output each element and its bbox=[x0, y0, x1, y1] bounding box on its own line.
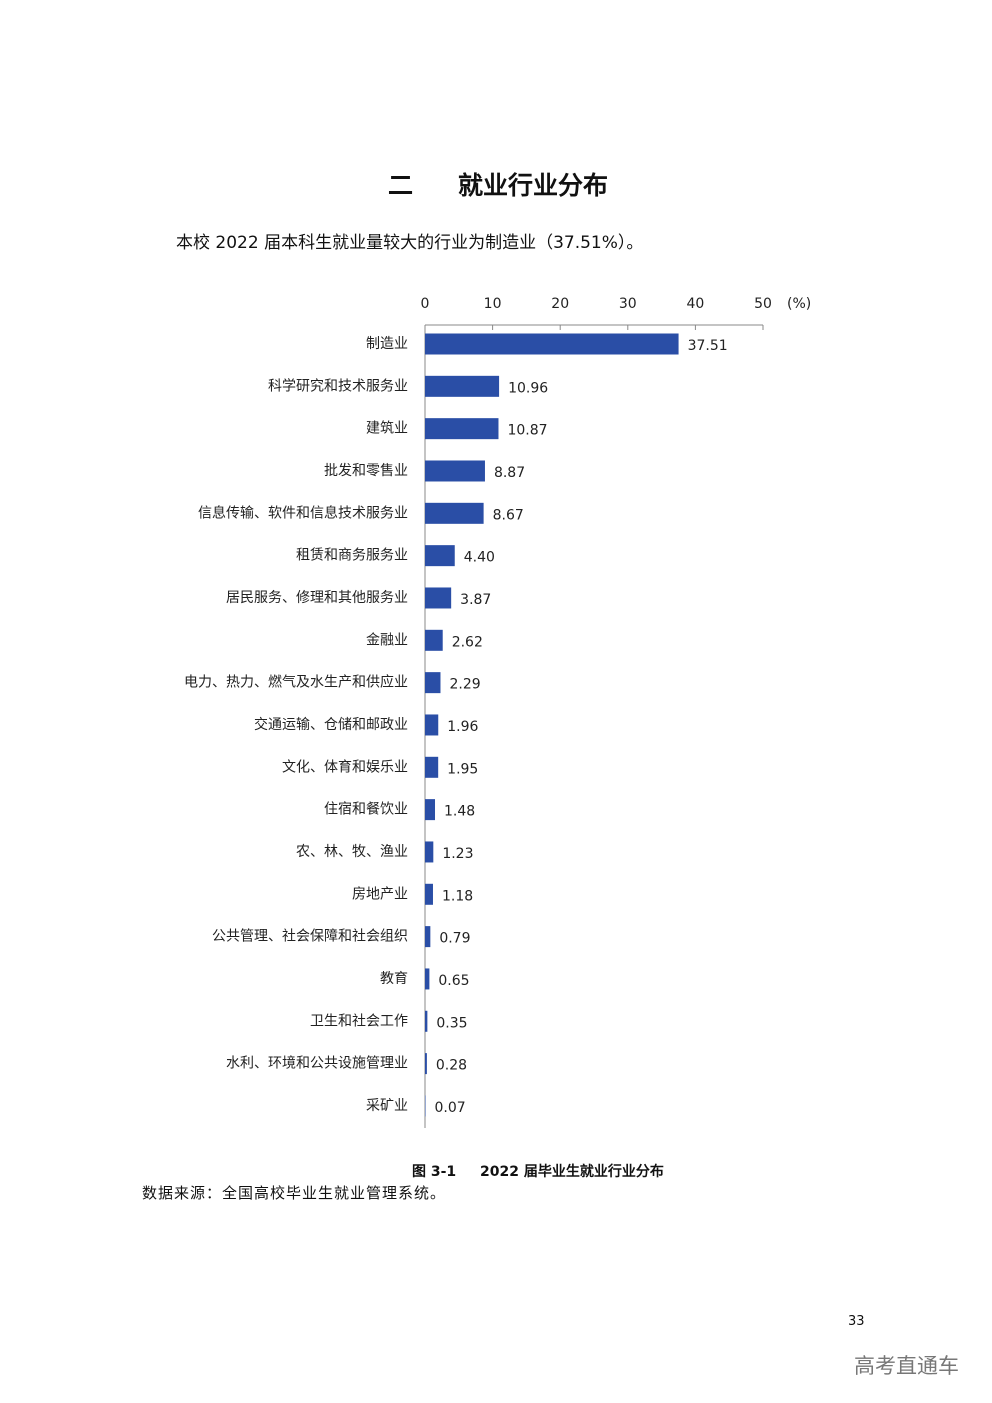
heading-number: 二 bbox=[388, 171, 414, 200]
bar bbox=[425, 1010, 428, 1032]
x-tick-label: 0 bbox=[421, 296, 430, 312]
value-label: 0.28 bbox=[436, 1058, 467, 1074]
bar bbox=[425, 545, 455, 567]
category-label: 房地产业 bbox=[352, 886, 408, 902]
chart: 0 10 20 30 40 50 (%) 制造业 37.51 科学研究和技术服务业 10.96 建筑业… bbox=[184, 296, 811, 1128]
category-label: 采矿业 bbox=[366, 1098, 408, 1114]
value-label: 37.51 bbox=[688, 338, 728, 354]
bar bbox=[425, 799, 436, 821]
source-note: 数据来源：全国高校毕业生就业管理系统。 bbox=[142, 1184, 447, 1202]
category-label: 居民服务、修理和其他服务业 bbox=[226, 590, 408, 606]
watermark: 高考直通车 bbox=[854, 1354, 959, 1378]
bar bbox=[425, 460, 485, 482]
category-label: 农、林、牧、渔业 bbox=[296, 844, 408, 860]
value-label: 10.87 bbox=[507, 423, 547, 439]
category-label: 批发和零售业 bbox=[324, 463, 408, 479]
bar bbox=[425, 1053, 427, 1075]
bar bbox=[425, 756, 439, 778]
bar bbox=[425, 587, 452, 609]
x-tick-label: 20 bbox=[551, 296, 569, 312]
value-label: 1.23 bbox=[442, 846, 473, 862]
x-tick-label: 10 bbox=[484, 296, 502, 312]
category-label: 科学研究和技术服务业 bbox=[268, 378, 408, 394]
category-label: 教育 bbox=[380, 971, 408, 987]
bar bbox=[425, 968, 430, 990]
category-label: 交通运输、仓储和邮政业 bbox=[254, 716, 408, 733]
x-tick-label: 30 bbox=[619, 296, 637, 312]
bar bbox=[425, 502, 484, 524]
value-label: 8.87 bbox=[494, 465, 525, 481]
value-label: 4.40 bbox=[464, 550, 495, 566]
value-label: 8.67 bbox=[493, 507, 524, 523]
category-label: 信息传输、软件和信息技术服务业 bbox=[198, 504, 408, 521]
bar bbox=[425, 883, 433, 905]
category-label: 金融业 bbox=[366, 632, 408, 648]
value-label: 1.18 bbox=[442, 888, 473, 904]
bar bbox=[425, 672, 441, 694]
value-label: 10.96 bbox=[508, 380, 548, 396]
bar bbox=[425, 714, 439, 736]
category-label: 卫生和社会工作 bbox=[310, 1013, 408, 1029]
caption-title: 2022 届毕业生就业行业分布 bbox=[480, 1164, 664, 1180]
category-label: 制造业 bbox=[366, 336, 408, 352]
category-label: 租赁和商务服务业 bbox=[296, 548, 408, 564]
category-label: 建筑业 bbox=[366, 421, 408, 437]
bar bbox=[425, 629, 443, 651]
value-label: 0.35 bbox=[436, 1015, 467, 1031]
value-label: 0.79 bbox=[439, 931, 470, 947]
category-label: 住宿和餐饮业 bbox=[324, 801, 408, 818]
bar bbox=[425, 841, 434, 863]
category-label: 文化、体育和娱乐业 bbox=[282, 759, 408, 775]
bar bbox=[425, 333, 679, 355]
value-label: 1.48 bbox=[444, 804, 475, 820]
heading-title: 就业行业分布 bbox=[458, 171, 609, 200]
category-label: 公共管理、社会保障和社会组织 bbox=[212, 929, 408, 945]
value-label: 0.65 bbox=[438, 973, 469, 989]
value-label: 1.95 bbox=[447, 761, 478, 777]
value-label: 2.29 bbox=[449, 677, 480, 693]
bar bbox=[425, 375, 500, 397]
value-label: 2.62 bbox=[452, 634, 483, 650]
x-unit-label: (%) bbox=[787, 296, 811, 312]
value-label: 0.07 bbox=[434, 1100, 465, 1116]
x-tick-label: 40 bbox=[686, 296, 704, 312]
value-label: 3.87 bbox=[460, 592, 491, 608]
x-tick-label: 50 bbox=[754, 296, 772, 312]
page-number: 33 bbox=[848, 1314, 865, 1329]
bar bbox=[425, 926, 431, 948]
bar bbox=[425, 418, 499, 440]
intro-text: 本校 2022 届本科生就业量较大的行业为制造业（37.51%）。 bbox=[176, 233, 644, 253]
caption-label: 图 3-1 bbox=[412, 1164, 457, 1180]
category-label: 电力、热力、燃气及水生产和供应业 bbox=[184, 674, 408, 691]
category-label: 水利、环境和公共设施管理业 bbox=[226, 1056, 408, 1072]
value-label: 1.96 bbox=[447, 719, 478, 735]
